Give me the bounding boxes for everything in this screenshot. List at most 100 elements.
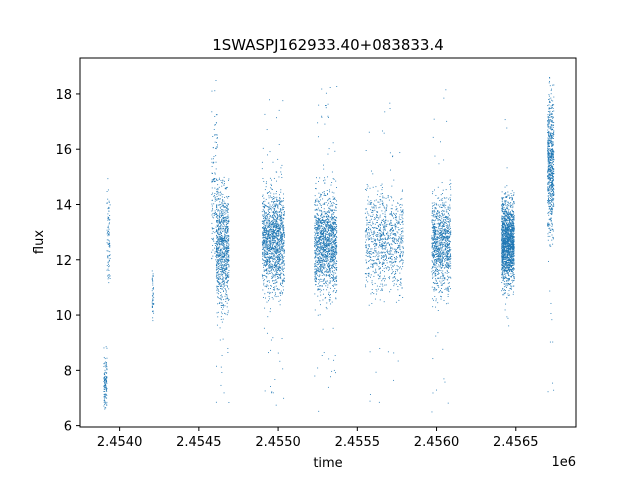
data-point: [275, 271, 277, 273]
data-point: [218, 293, 219, 295]
data-point: [225, 293, 226, 295]
data-point: [333, 235, 335, 236]
data-point: [268, 264, 270, 265]
data-point: [104, 388, 106, 390]
data-point: [262, 244, 263, 246]
data-point: [368, 235, 370, 237]
data-point: [315, 187, 316, 189]
data-point: [282, 269, 284, 271]
data-point: [381, 239, 383, 241]
data-point: [379, 245, 381, 246]
data-point: [278, 203, 280, 204]
data-point: [332, 291, 334, 293]
data-point: [326, 274, 328, 276]
data-point: [222, 272, 224, 274]
data-point: [216, 292, 218, 294]
data-point: [321, 207, 322, 209]
data-point: [106, 366, 108, 368]
data-point: [263, 239, 265, 241]
data-point: [282, 292, 284, 293]
data-point: [216, 134, 218, 136]
data-point: [226, 285, 228, 287]
data-point: [277, 255, 279, 257]
data-point: [384, 235, 386, 237]
data-point: [315, 284, 316, 286]
data-point: [332, 142, 334, 144]
data-point: [324, 194, 326, 196]
data-point: [384, 280, 385, 282]
data-point: [277, 295, 279, 297]
data-point: [333, 198, 335, 200]
data-point: [279, 241, 281, 243]
data-point: [368, 245, 370, 247]
data-point: [213, 178, 215, 180]
data-point: [268, 227, 270, 228]
data-point: [327, 236, 329, 238]
data-point: [104, 385, 106, 387]
data-point: [218, 266, 220, 268]
data-point: [274, 255, 276, 257]
data-point: [376, 262, 378, 264]
data-point: [272, 276, 274, 278]
data-point: [328, 238, 330, 240]
data-point: [274, 379, 276, 381]
data-point: [323, 168, 325, 170]
data-point: [107, 257, 109, 259]
data-point: [325, 230, 326, 231]
data-point: [333, 280, 334, 282]
data-point: [274, 263, 276, 265]
data-point: [392, 233, 394, 235]
data-point: [270, 249, 271, 251]
data-point: [397, 360, 399, 362]
data-point: [399, 244, 401, 246]
data-point: [327, 271, 329, 272]
data-point: [384, 242, 385, 244]
data-point: [394, 276, 396, 278]
data-point: [328, 245, 330, 247]
data-point: [273, 209, 275, 211]
data-point: [400, 260, 402, 261]
data-point: [280, 267, 282, 269]
data-point: [222, 270, 224, 272]
data-point: [399, 267, 400, 269]
data-point: [365, 150, 367, 151]
data-point: [334, 288, 336, 289]
data-point: [220, 227, 221, 229]
data-point: [276, 247, 278, 249]
data-point: [268, 218, 270, 219]
data-point: [318, 275, 320, 277]
data-point: [268, 247, 270, 249]
data-point: [220, 288, 221, 289]
data-point: [314, 226, 316, 228]
data-point: [267, 234, 269, 236]
data-point: [276, 264, 278, 266]
data-point: [217, 239, 219, 241]
data-point: [333, 243, 335, 245]
data-point: [266, 261, 268, 263]
data-point: [277, 233, 279, 235]
data-point: [316, 243, 318, 245]
data-point: [279, 258, 281, 260]
data-point: [372, 232, 374, 234]
data-point: [218, 194, 220, 196]
data-point: [218, 283, 220, 285]
data-point: [278, 248, 280, 250]
data-point: [273, 230, 275, 232]
data-point: [104, 391, 106, 392]
data-point: [105, 346, 107, 348]
data-point: [368, 222, 370, 223]
data-point: [277, 235, 279, 236]
data-point: [320, 245, 322, 247]
data-point: [331, 239, 333, 241]
data-point: [215, 168, 217, 170]
data-point: [268, 219, 270, 221]
data-point: [107, 235, 109, 237]
data-point: [217, 192, 219, 193]
data-point: [227, 352, 229, 353]
data-point: [217, 289, 219, 291]
data-point: [219, 198, 221, 200]
data-point: [269, 195, 271, 197]
data-point: [105, 384, 107, 386]
data-point: [270, 236, 272, 238]
data-point: [228, 272, 230, 273]
